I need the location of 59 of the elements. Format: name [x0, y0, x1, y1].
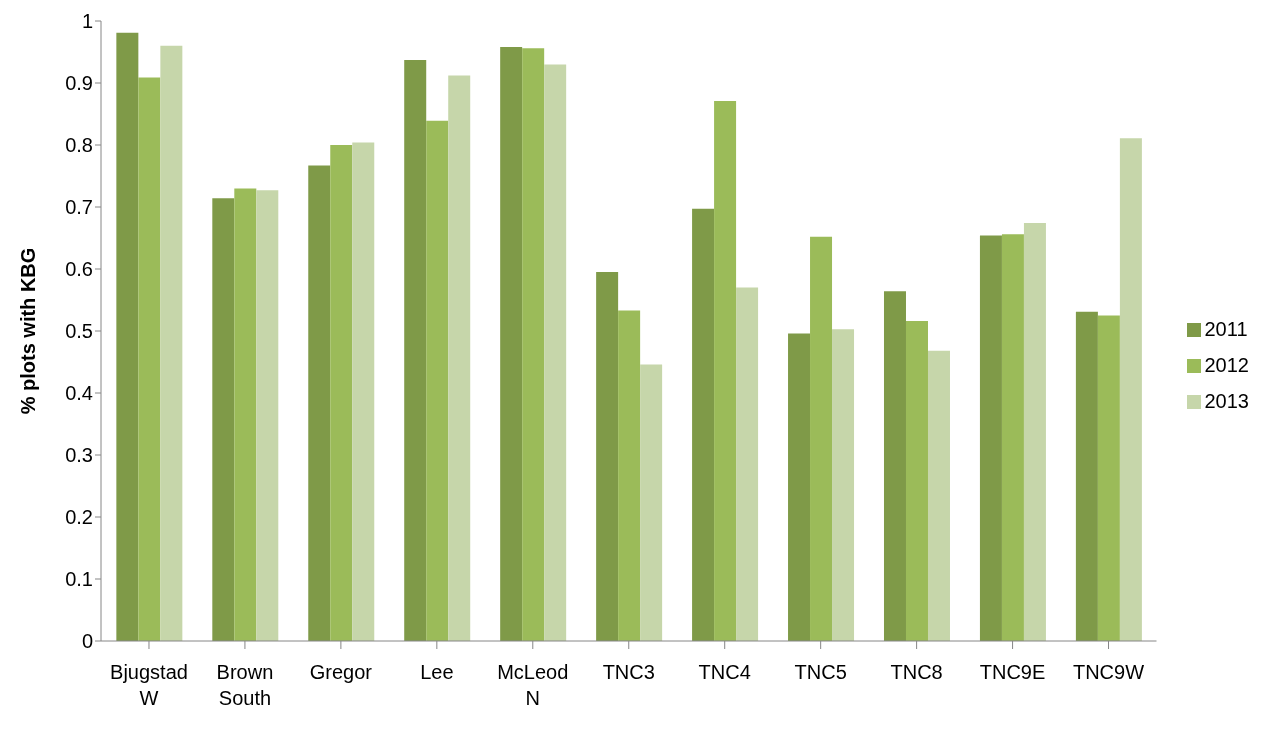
- legend-label: 2012: [1204, 353, 1249, 376]
- bar: [212, 198, 235, 641]
- x-tick-label: TNC3: [602, 661, 655, 683]
- bar: [692, 208, 715, 641]
- bar: [905, 321, 928, 641]
- bar: [883, 291, 906, 641]
- bar: [256, 190, 279, 641]
- bar: [330, 145, 353, 641]
- bar: [116, 32, 139, 641]
- y-tick-label: 1: [81, 10, 93, 33]
- y-tick-label: 0.6: [65, 258, 93, 281]
- bar: [714, 100, 737, 641]
- x-tick-label: Brown South: [216, 661, 274, 709]
- bar: [736, 287, 759, 641]
- bar: [1097, 315, 1120, 641]
- bar: [544, 64, 567, 641]
- x-tick-label: Bjugstad W: [110, 661, 188, 709]
- bar: [352, 142, 375, 641]
- y-tick-label: 0.8: [65, 134, 93, 157]
- y-tick-label: 0.3: [65, 444, 93, 467]
- bar: [640, 364, 663, 641]
- x-tick-label: McLeod N: [497, 661, 569, 709]
- bar: [138, 77, 161, 641]
- y-tick-label: 0.2: [65, 506, 93, 529]
- bar: [522, 48, 545, 641]
- x-tick-label: Gregor: [309, 661, 373, 683]
- bar: [618, 310, 641, 641]
- legend-label: 2013: [1204, 389, 1249, 412]
- y-tick-label: 0.4: [65, 382, 93, 405]
- bar: [448, 75, 471, 641]
- bar: [832, 329, 855, 641]
- y-tick-label: 0.1: [65, 568, 93, 591]
- bar: [160, 45, 183, 641]
- x-tick-label: TNC4: [698, 661, 751, 683]
- bar: [810, 236, 833, 641]
- bar: [1023, 223, 1046, 641]
- bar: [788, 333, 811, 641]
- y-tick-label: 0: [81, 630, 93, 653]
- x-tick-label: TNC9E: [979, 661, 1046, 683]
- x-tick-label: TNC9W: [1072, 661, 1145, 683]
- bar: [979, 235, 1002, 641]
- bar: [404, 60, 427, 641]
- y-tick-label: 0.5: [65, 320, 93, 343]
- x-tick-label: Lee: [420, 661, 454, 683]
- bar: [1001, 234, 1024, 641]
- legend-label: 2011: [1204, 317, 1248, 340]
- y-axis-title: % plots with KBG: [17, 247, 40, 415]
- x-tick-label: TNC5: [794, 661, 847, 683]
- y-tick-label: 0.9: [65, 72, 93, 95]
- bar: [426, 120, 449, 641]
- bar: [927, 350, 950, 641]
- bar: [308, 165, 331, 641]
- bar: [596, 272, 619, 641]
- bar: [1119, 138, 1142, 641]
- y-tick-label: 0.7: [65, 196, 93, 219]
- bar: [1075, 311, 1098, 641]
- bar: [500, 47, 523, 641]
- bar: [234, 188, 257, 641]
- x-tick-label: TNC8: [890, 661, 943, 683]
